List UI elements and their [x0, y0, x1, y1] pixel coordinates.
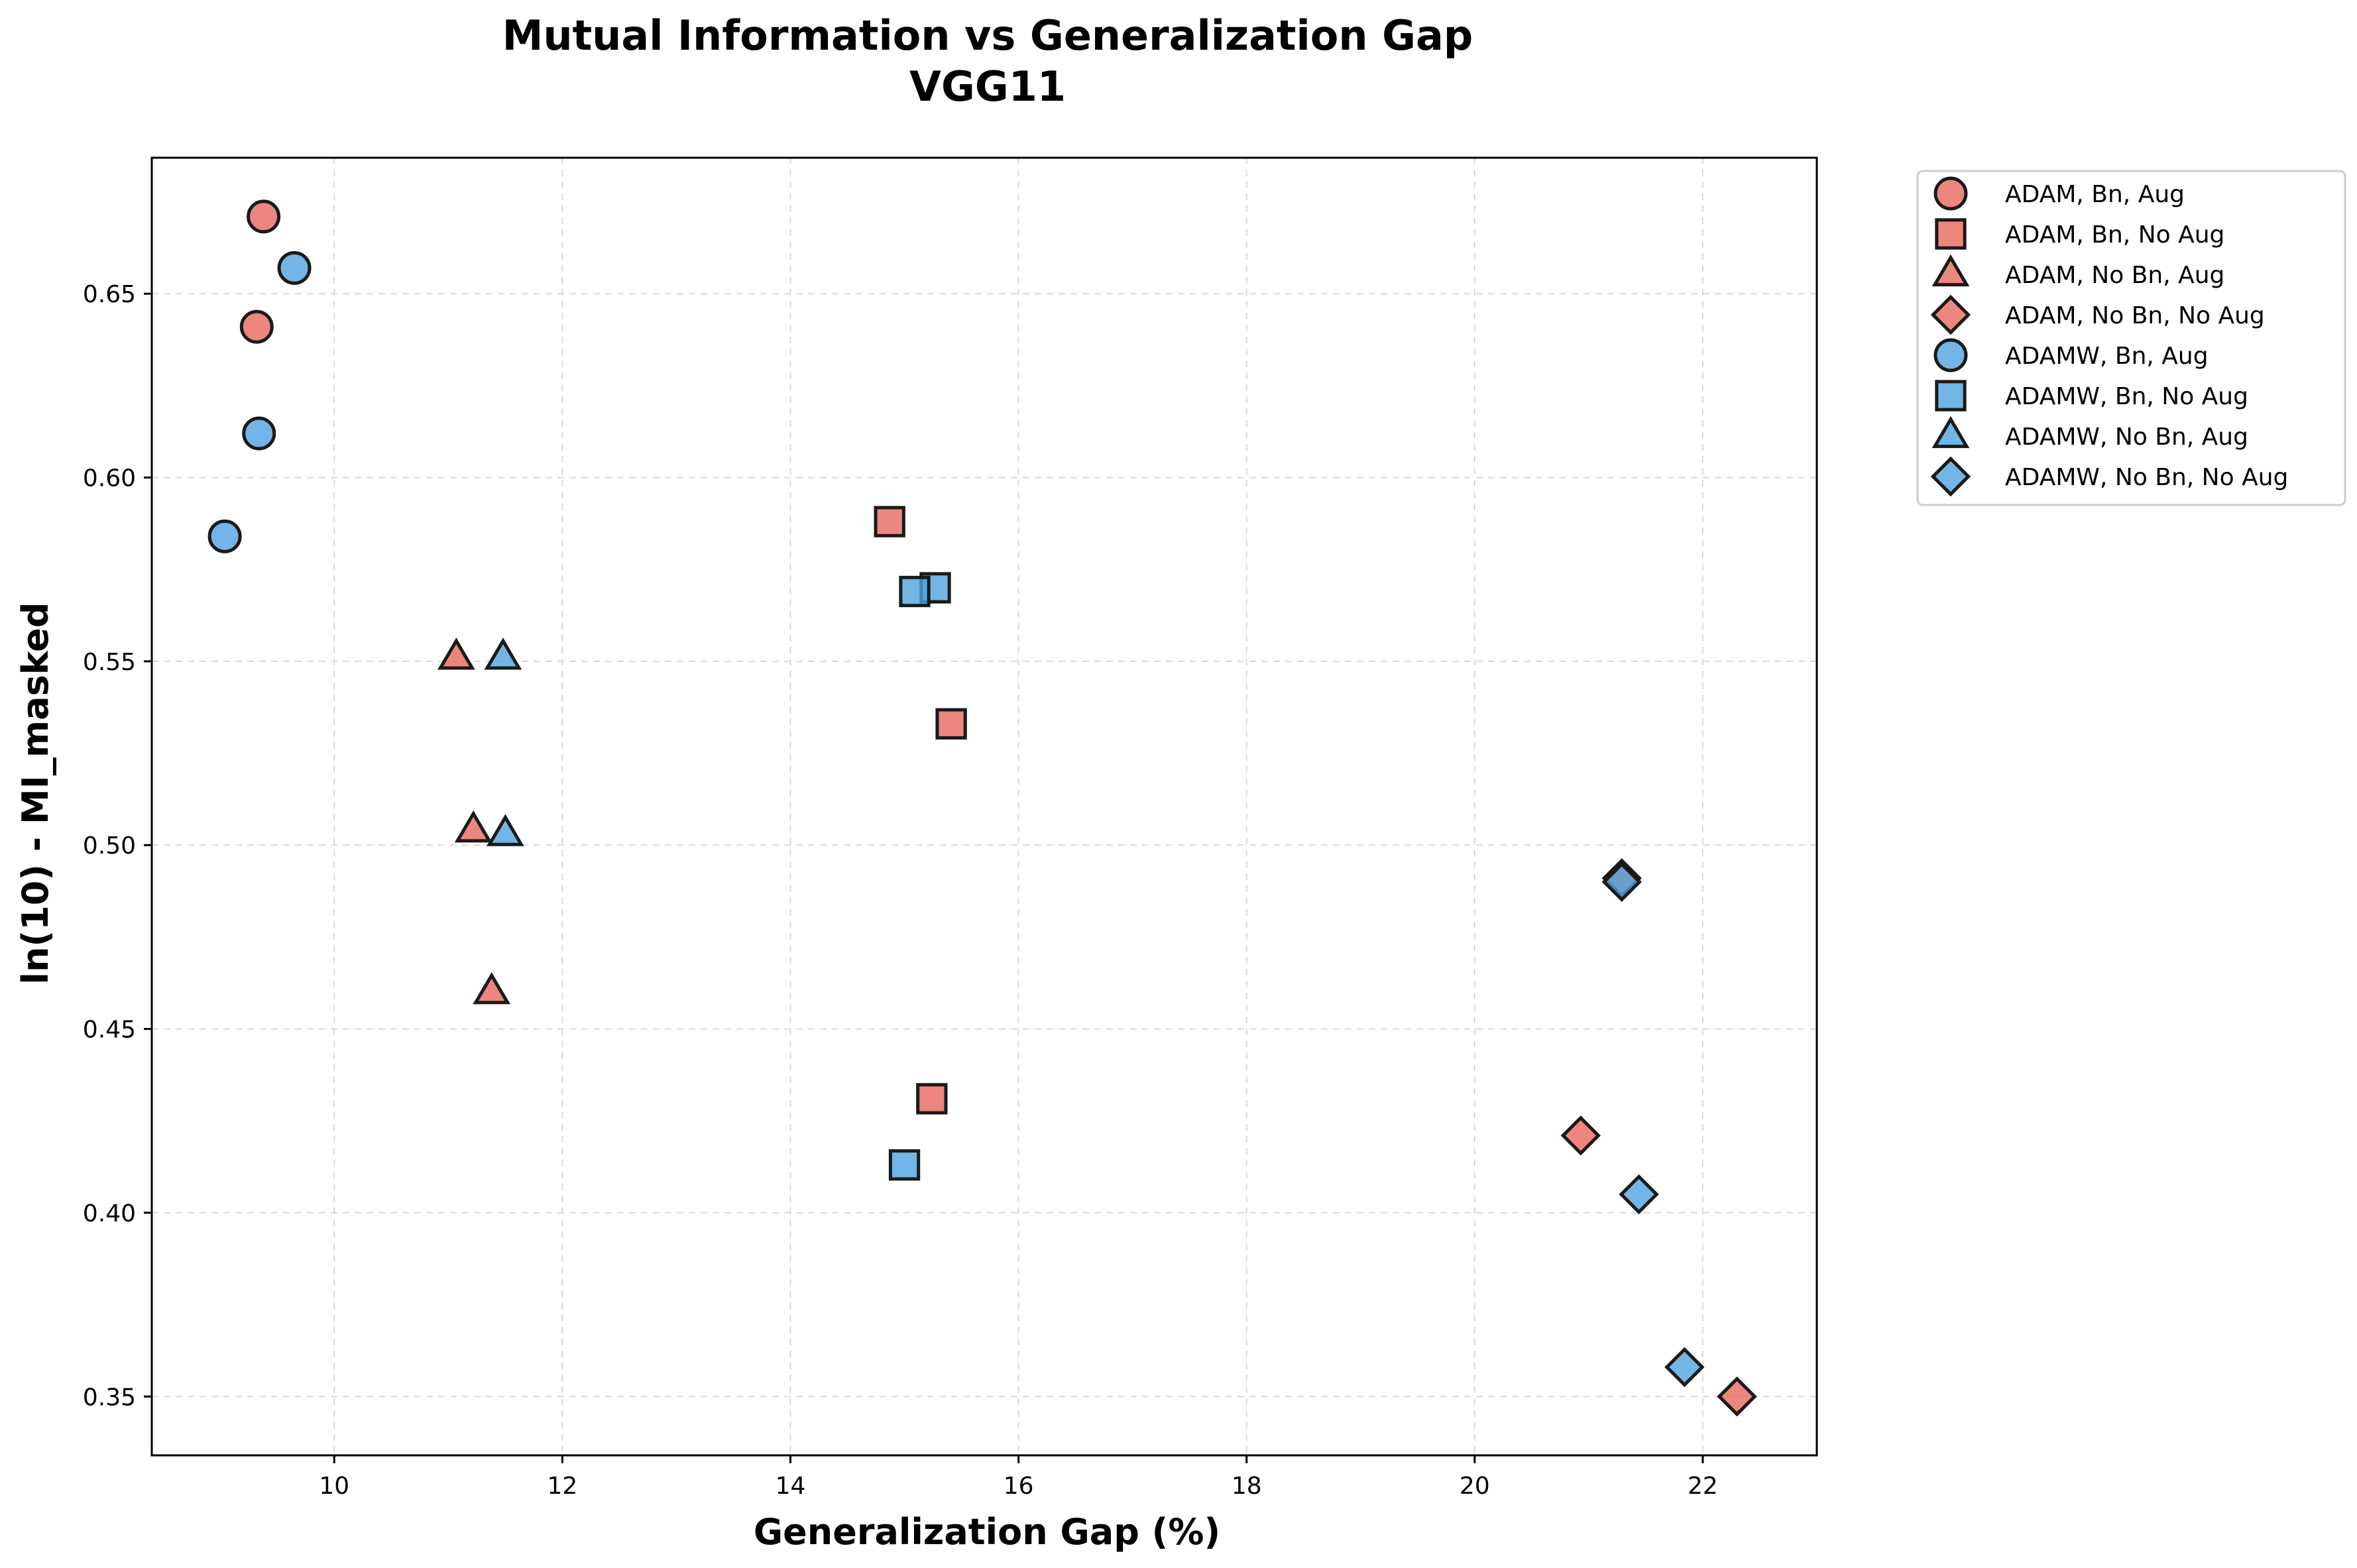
legend-label: ADAMW, No Bn, Aug [2005, 423, 2248, 451]
data-point-square [935, 708, 967, 740]
data-point-diamond [1601, 862, 1642, 902]
data-point-triangle [473, 972, 511, 1005]
data-point-diamond [1664, 1347, 1705, 1388]
legend-marker-triangle [1931, 416, 1970, 449]
y-tick-label: 0.45 [83, 1017, 136, 1044]
y-tick-label: 0.40 [83, 1200, 136, 1227]
data-point-circle [239, 309, 274, 344]
legend-marker-circle [1933, 338, 1968, 372]
axis-ticks: 10 12 14 16 18 20 22 0.35 0.40 0.45 0.50 0.55 0.60 0.… [83, 281, 1718, 1500]
legend-label: ADAM, No Bn, No Aug [2005, 302, 2265, 329]
data-point-square [916, 1083, 948, 1115]
y-tick-label: 0.65 [83, 281, 136, 308]
data-point-triangle [486, 814, 524, 846]
data-point-diamond [1717, 1376, 1757, 1417]
legend-label: ADAM, Bn, No Aug [2005, 221, 2224, 249]
legend-marker-diamond [1930, 456, 1971, 497]
data-point-circle [277, 251, 312, 285]
data-points [207, 199, 1757, 1417]
y-tick-label: 0.35 [83, 1384, 136, 1411]
chart-title: Mutual Information vs Generalization Gap [502, 11, 1473, 60]
x-tick-label: 20 [1460, 1473, 1490, 1500]
data-point-square [899, 575, 931, 608]
x-tick-label: 10 [319, 1473, 349, 1500]
legend-marker-square [1935, 218, 1967, 250]
y-tick-label: 0.60 [83, 465, 136, 492]
y-tick-label: 0.50 [83, 832, 136, 860]
legend-marker-triangle [1931, 254, 1970, 287]
chart-subtitle: VGG11 [909, 62, 1066, 111]
data-point-diamond [1619, 1174, 1659, 1215]
legend-label: ADAMW, No Bn, No Aug [2005, 464, 2288, 491]
data-point-square [874, 506, 905, 537]
data-point-circle [207, 519, 242, 553]
legend-marker-square [1935, 380, 1967, 412]
x-tick-label: 16 [1004, 1473, 1034, 1500]
data-point-square [888, 1149, 921, 1181]
x-axis-label: Generalization Gap (%) [754, 1511, 1220, 1553]
data-point-circle [247, 199, 281, 234]
legend: ADAM, Bn, Aug ADAM, Bn, No Aug ADAM, No Bn… [1916, 170, 2346, 506]
data-point-triangle [484, 638, 522, 670]
data-point-triangle [454, 810, 492, 843]
data-point-diamond [1560, 1115, 1601, 1156]
x-tick-label: 22 [1688, 1473, 1718, 1500]
legend-marker-diamond [1930, 294, 1971, 335]
x-tick-label: 12 [547, 1473, 577, 1500]
x-tick-label: 14 [776, 1473, 806, 1500]
grid [152, 158, 1817, 1455]
data-point-circle [242, 416, 276, 451]
legend-box [1916, 170, 2346, 506]
legend-label: ADAM, Bn, Aug [2005, 181, 2185, 208]
plot-area-frame [150, 156, 1818, 1457]
legend-label: ADAMW, Bn, No Aug [2005, 383, 2248, 410]
data-point-triangle [437, 638, 475, 670]
y-axis-label: ln(10) - MI_masked [15, 602, 56, 985]
x-tick-label: 18 [1232, 1473, 1262, 1500]
legend-marker-circle [1933, 176, 1968, 211]
legend-label: ADAM, No Bn, Aug [2005, 262, 2224, 289]
legend-label: ADAMW, Bn, Aug [2005, 343, 2209, 370]
y-tick-label: 0.55 [83, 649, 136, 676]
